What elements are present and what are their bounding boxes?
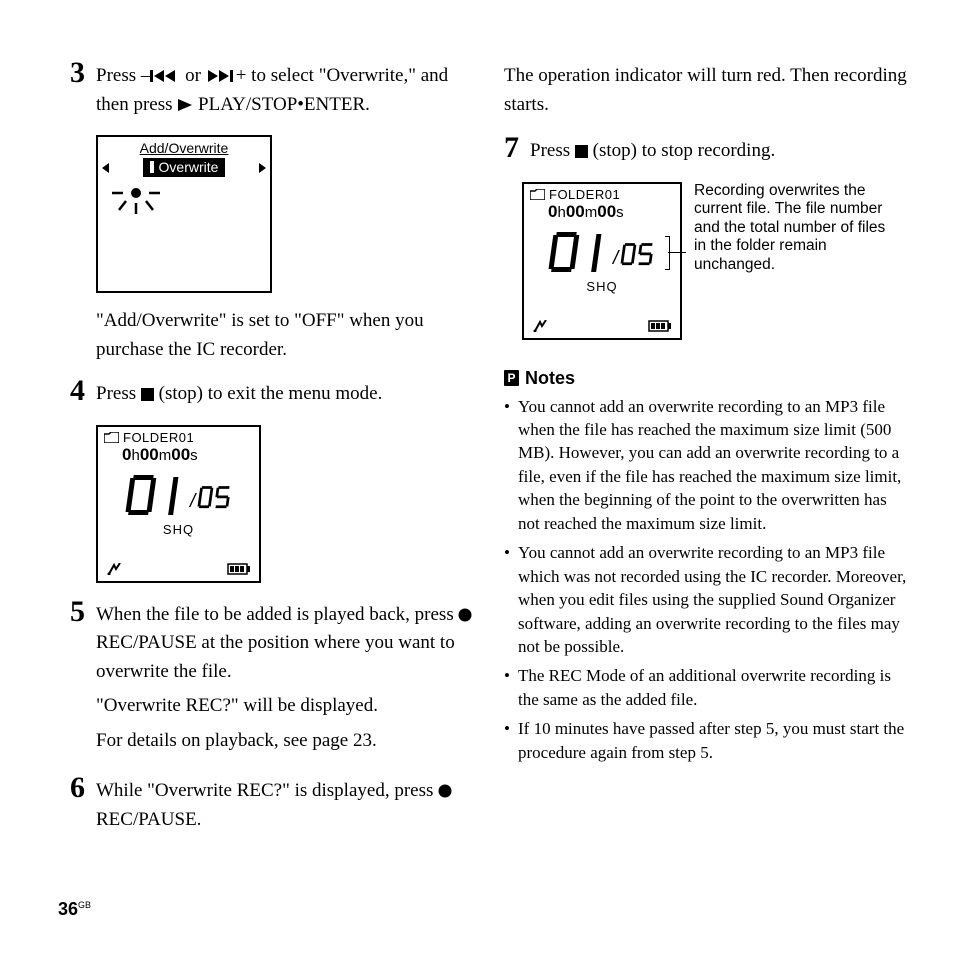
stop-icon [141,388,154,401]
step-6: 6 While "Overwrite REC?" is displayed, p… [70,773,474,838]
step-number: 7 [504,133,530,163]
battery-icon [648,320,672,332]
notes-heading: P Notes [504,368,908,389]
folder-icon [530,189,545,200]
rec-mode: SHQ [98,522,259,537]
next-track-icon [206,69,236,83]
note-item: You cannot add an overwrite recording to… [504,395,908,536]
lcd-diagram-7: FOLDER01 0h00m00s / [522,182,908,340]
time-display: 0h00m00s [524,202,680,222]
text: While "Overwrite REC?" is displayed, pre… [96,780,438,801]
hours: 0 [548,202,557,221]
page-number-value: 36 [58,899,78,919]
notes-icon: P [504,370,519,386]
mic-level-icon [532,320,550,332]
manual-page: 3 Press – or + to select "Overwrite," an… [0,0,954,844]
seven-segment-icon: / [547,230,657,274]
text: "Overwrite REC?" will be displayed. [96,692,474,721]
step-5: 5 When the file to be added is played ba… [70,597,474,760]
page-number: 36GB [58,899,91,920]
battery-icon [227,563,251,575]
step-4: 4 Press (stop) to exit the menu mode. [70,376,474,413]
lcd-diagram-4: FOLDER01 0h00m00s / [96,425,474,583]
minutes: 00 [566,202,585,221]
text: REC/PAUSE at the position where you want… [96,632,455,682]
lcd-screen: FOLDER01 0h00m00s / [522,182,682,340]
text: REC/PAUSE. [96,809,201,830]
counter-display: / [98,473,259,522]
lcd-screen: FOLDER01 0h00m00s / [96,425,261,583]
mic-level-icon [106,563,124,575]
step-7: 7 Press (stop) to stop recording. [504,133,908,170]
step-number: 5 [70,597,96,627]
step-body: While "Overwrite REC?" is displayed, pre… [96,773,474,838]
note-item: The REC Mode of an additional overwrite … [504,664,908,711]
lcd-menu-diagram: Add/Overwrite Overwrite [96,135,474,293]
folder-line: FOLDER01 [524,184,680,202]
step-number: 3 [70,58,96,88]
text: or [180,65,205,86]
folder-icon [104,432,119,443]
bottom-icons [98,563,259,575]
svg-text:/: / [611,248,620,269]
left-column: 3 Press – or + to select "Overwrite," an… [70,58,474,844]
callout-line [668,252,686,254]
step-number: 6 [70,773,96,803]
cursor-bar-icon [150,161,154,173]
rec-mode: SHQ [524,279,680,294]
text: (stop) to exit the menu mode. [154,383,382,404]
play-icon [177,98,193,112]
step-body: Press – or + to select "Overwrite," and … [96,58,474,123]
notes-list: You cannot add an overwrite recording to… [504,395,908,771]
counter-display: / [524,230,680,279]
right-column: The operation indicator will turn red. T… [504,58,908,844]
hours: 0 [122,445,131,464]
minutes: 00 [140,445,159,464]
folder-line: FOLDER01 [98,427,259,445]
page-region: GB [78,900,91,910]
step-body: When the file to be added is played back… [96,597,474,760]
menu-selected-item: Overwrite [143,158,226,177]
lcd-menu-screen: Add/Overwrite Overwrite [96,135,272,293]
record-icon [438,784,452,798]
text: Press [96,383,141,404]
menu-selected-label: Overwrite [159,159,219,175]
step-number: 4 [70,376,96,406]
stop-icon [575,145,588,158]
prev-track-icon [150,69,180,83]
callout-bracket [665,236,670,270]
time-display: 0h00m00s [98,445,259,465]
note-item: You cannot add an overwrite recording to… [504,541,908,658]
text: When the file to be added is played back… [96,604,458,625]
folder-name: FOLDER01 [123,430,194,445]
bottom-icons [524,320,680,332]
left-arrow-icon [102,163,109,173]
seconds: 00 [597,202,616,221]
seconds: 00 [171,445,190,464]
lcd-annotation: Recording overwrites the current file. T… [694,182,894,275]
seven-segment-icon: / [124,473,234,517]
folder-name: FOLDER01 [549,187,620,202]
menu-title: Add/Overwrite [98,137,270,156]
step-3: 3 Press – or + to select "Overwrite," an… [70,58,474,123]
step-body: Press (stop) to exit the menu mode. [96,376,382,413]
step-body: Press (stop) to stop recording. [530,133,775,170]
text: (stop) to stop recording. [588,140,775,161]
record-icon [458,608,472,622]
step-6-continuation: The operation indicator will turn red. T… [504,58,908,119]
text: Press [530,140,575,161]
notes-heading-text: Notes [525,368,575,389]
note-item: If 10 minutes have passed after step 5, … [504,717,908,764]
right-arrow-icon [259,163,266,173]
menu-selection-row: Overwrite [98,158,270,177]
svg-text:/: / [188,491,197,512]
text: For details on playback, see page 23. [96,727,474,756]
text: Press – [96,65,150,86]
blink-indicator-icon [106,181,166,227]
text: PLAY/STOP•ENTER. [193,94,370,115]
step-3-note: "Add/Overwrite" is set to "OFF" when you… [96,307,474,364]
